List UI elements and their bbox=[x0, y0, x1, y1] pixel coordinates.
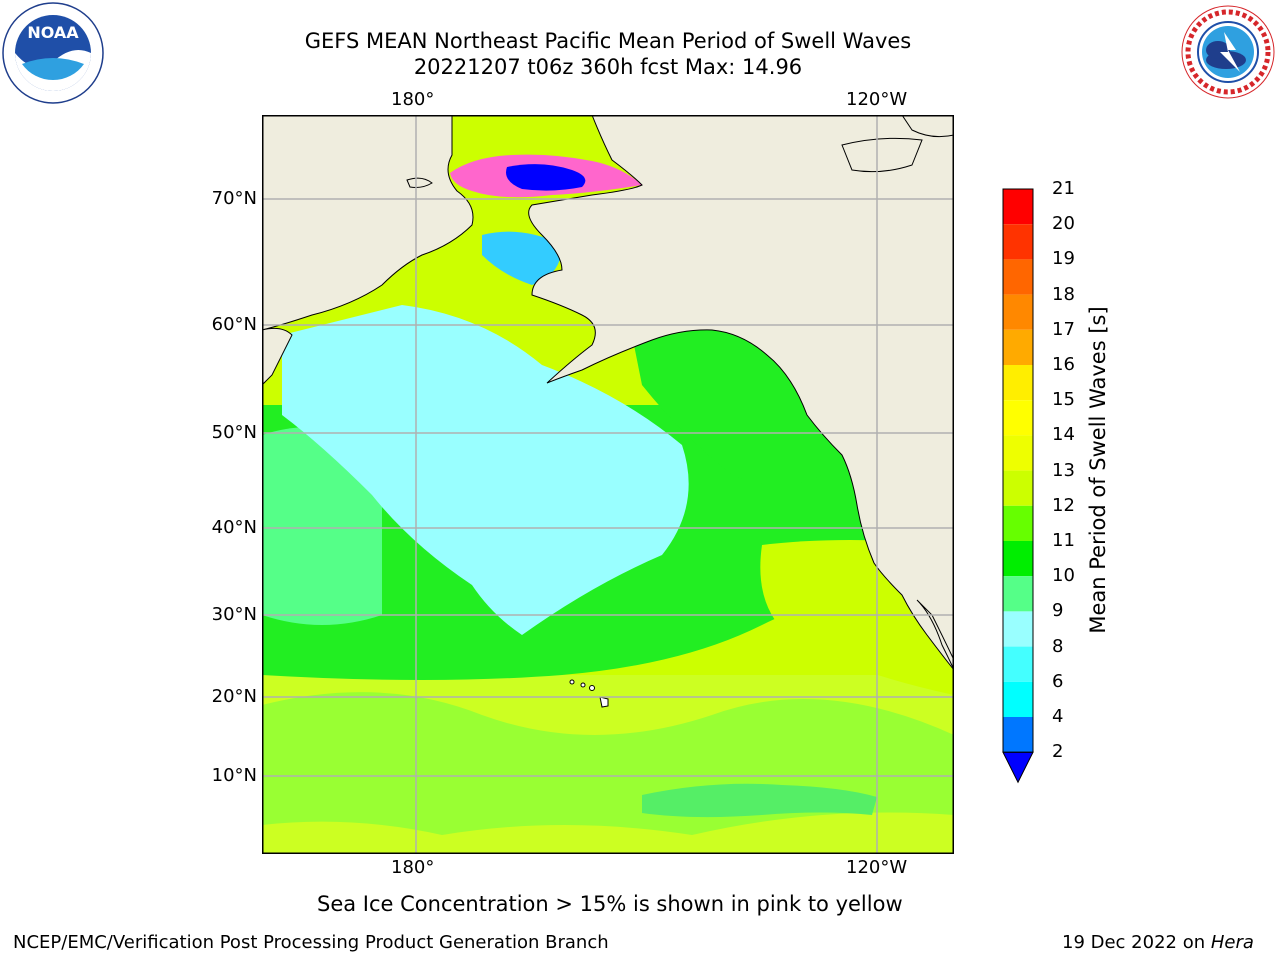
colorbar-level-label: 8 bbox=[1052, 635, 1064, 657]
land-siberia bbox=[262, 115, 474, 331]
colorbar-level-label: 21 bbox=[1052, 178, 1075, 199]
colorbar-swatch bbox=[1003, 576, 1033, 612]
colorbar-swatch bbox=[1003, 611, 1033, 647]
colorbar-outline bbox=[1002, 188, 1034, 753]
colorbar-level-label: 11 bbox=[1052, 530, 1075, 551]
noaa-logo: NOAA bbox=[2, 2, 104, 104]
land-north-america bbox=[528, 115, 954, 671]
footer-date-text: 19 Dec 2022 on bbox=[1062, 932, 1211, 953]
map-canvas bbox=[262, 115, 954, 854]
noaa-logo-text: NOAA bbox=[27, 23, 79, 42]
colorbar bbox=[1002, 187, 1042, 791]
ocean-band-green-small bbox=[642, 783, 877, 818]
colorbar-level-label: 6 bbox=[1052, 670, 1064, 692]
map-border bbox=[262, 115, 954, 854]
lon-tick-top-180: 180° bbox=[391, 89, 435, 110]
colorbar-swatch bbox=[1003, 470, 1033, 506]
colorbar-swatch bbox=[1003, 189, 1033, 225]
colorbar-level-label: 15 bbox=[1052, 389, 1075, 411]
footer-host: Hera bbox=[1210, 932, 1254, 953]
lat-tick-70n: 70°N bbox=[211, 188, 257, 209]
colorbar-level-label: 9 bbox=[1052, 600, 1064, 622]
map-frame bbox=[262, 115, 954, 854]
colorbar-level-label: 12 bbox=[1052, 494, 1075, 516]
colorbar-swatch bbox=[1003, 400, 1033, 436]
ocean-gulf-alaska-green bbox=[632, 328, 822, 485]
land-kamchatka bbox=[262, 327, 293, 386]
lat-tick-50n: 50°N bbox=[211, 422, 257, 443]
colorbar-swatch bbox=[1003, 435, 1033, 471]
ocean-cyan-region bbox=[282, 305, 689, 635]
colorbar-swatch bbox=[1003, 541, 1033, 577]
colorbar-labels: 21 20 19 18 17 16 15 14 13 12 11 10 9 8 6 4 2 bbox=[1052, 0, 1112, 800]
sea-ice-blue-light bbox=[482, 231, 562, 285]
colorbar-level-label: 16 bbox=[1052, 354, 1075, 375]
nws-logo bbox=[1178, 2, 1278, 102]
colorbar-swatch bbox=[1003, 365, 1033, 401]
colorbar-level-label: 18 bbox=[1052, 283, 1075, 305]
colorbar-swatch bbox=[1003, 294, 1033, 330]
colorbar-swatch bbox=[1003, 224, 1033, 260]
colorbar-swatches bbox=[1002, 188, 1034, 784]
sea-ice-note: Sea Ice Concentration > 15% is shown in … bbox=[317, 892, 903, 916]
colorbar-swatch bbox=[1003, 505, 1033, 541]
colorbar-level-label: 17 bbox=[1052, 318, 1075, 340]
colorbar-level-label: 10 bbox=[1052, 565, 1075, 587]
colorbar-swatch bbox=[1003, 717, 1033, 753]
colorbar-level-label: 13 bbox=[1052, 459, 1075, 481]
colorbar-level-label: 14 bbox=[1052, 424, 1075, 446]
colorbar-swatch bbox=[1003, 329, 1033, 365]
lat-tick-30n: 30°N bbox=[211, 604, 257, 625]
colorbar-title: Mean Period of Swell Waves [s] bbox=[1086, 306, 1110, 634]
colorbar-level-label: 20 bbox=[1052, 213, 1075, 235]
lon-tick-bottom-180: 180° bbox=[391, 857, 435, 878]
colorbar-swatch bbox=[1003, 681, 1033, 717]
sea-ice-blue bbox=[506, 164, 586, 191]
lat-tick-60n: 60°N bbox=[211, 314, 257, 335]
footer-date: 19 Dec 2022 on Hera bbox=[1062, 932, 1254, 953]
colorbar-level-label: 4 bbox=[1052, 706, 1064, 727]
chart-subtitle: 20221207 t06z 360h fcst Max: 14.96 bbox=[413, 55, 803, 79]
graticule bbox=[262, 115, 954, 854]
colorbar-level-label: 2 bbox=[1052, 741, 1064, 763]
colorbar-level-label: 19 bbox=[1052, 248, 1075, 270]
chart-title: GEFS MEAN Northeast Pacific Mean Period … bbox=[304, 29, 912, 53]
ocean-west-mint bbox=[262, 427, 382, 625]
lat-tick-20n: 20°N bbox=[211, 686, 257, 707]
lon-tick-bottom-120w: 120°W bbox=[846, 857, 908, 878]
colorbar-swatch bbox=[1003, 259, 1033, 295]
footer-credit: NCEP/EMC/Verification Post Processing Pr… bbox=[13, 932, 609, 953]
land-baja bbox=[916, 599, 954, 671]
colorbar-extend-triangle bbox=[1002, 751, 1034, 784]
hawaii-islands bbox=[569, 679, 609, 708]
land-arctic-island-1 bbox=[841, 137, 923, 173]
lat-tick-10n: 10°N bbox=[211, 765, 257, 786]
lon-tick-top-120w: 120°W bbox=[846, 89, 908, 110]
colorbar-swatch bbox=[1003, 646, 1033, 682]
lat-tick-40n: 40°N bbox=[211, 517, 257, 538]
